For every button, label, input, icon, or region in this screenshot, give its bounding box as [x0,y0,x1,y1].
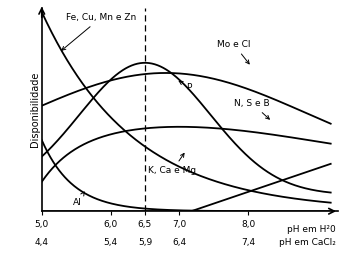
Text: Al: Al [73,192,84,207]
Text: 5,4: 5,4 [103,238,118,247]
Text: K, Ca e Mg: K, Ca e Mg [148,153,197,175]
Text: P: P [179,81,192,92]
Text: Mo e Cl: Mo e Cl [217,40,251,64]
Text: 5,9: 5,9 [138,238,152,247]
Y-axis label: Disponibilidade: Disponibilidade [30,72,40,147]
Text: N, S e B: N, S e B [234,99,270,119]
Text: pH em CaCl₂: pH em CaCl₂ [279,238,336,247]
Text: pH em H²0: pH em H²0 [287,225,336,234]
Text: 7,4: 7,4 [241,238,255,247]
Text: 4,4: 4,4 [35,238,49,247]
Text: Fe, Cu, Mn e Zn: Fe, Cu, Mn e Zn [62,13,136,50]
Text: 6,4: 6,4 [172,238,187,247]
